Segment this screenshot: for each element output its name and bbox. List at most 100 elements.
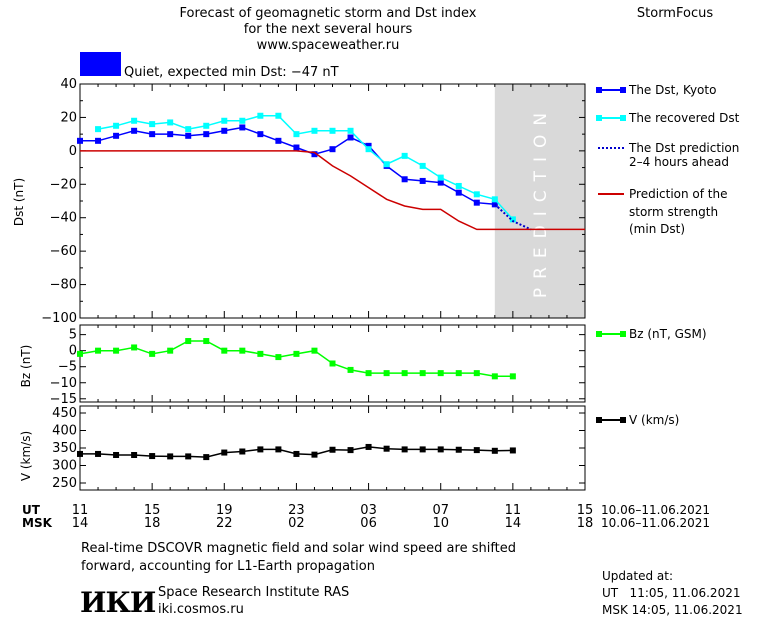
data-point-bz-nt-gsm [185,338,192,345]
data-point-bz-nt-gsm [437,370,444,377]
speed-panel: 450 400 350 300 250 [52,405,586,491]
data-point-the-recovered-dst [509,216,516,223]
bz-y-tick-label: −15 [50,392,77,407]
data-point-the-recovered-dst [437,174,444,181]
msk-tick-label: 14 [505,516,522,531]
legend-recovered-label: The recovered Dst [628,111,740,125]
bz-y-tick-label: 5 [69,328,77,343]
legend-strength-label-1: Prediction of the [629,187,728,201]
data-point-v-km-s [401,446,408,453]
data-point-the-dst-kyoto [473,199,480,206]
data-point-the-dst-kyoto [203,131,210,138]
data-point-bz-nt-gsm [329,360,336,367]
data-point-the-recovered-dst [275,112,282,119]
updated-label: Updated at: [602,569,673,583]
data-point-v-km-s [437,446,444,453]
legend-dst-kyoto-label: The Dst, Kyoto [628,83,716,97]
updated-msk: MSK 14:05, 11.06.2021 [602,603,743,617]
date-range-ut: 10.06–11.06.2021 [601,503,710,517]
data-point-the-recovered-dst [365,146,372,153]
data-point-v-km-s [149,453,156,460]
msk-tick-label: 02 [288,516,305,531]
data-point-the-dst-kyoto [95,137,102,144]
dst-y-tick-label: −40 [50,211,77,226]
date-range-msk: 10.06–11.06.2021 [601,516,710,530]
data-point-the-recovered-dst [221,117,228,124]
data-point-the-dst-kyoto [419,177,426,184]
data-point-v-km-s [473,447,480,454]
iki-logo: ИКИ [80,586,156,619]
msk-tick-label: 06 [360,516,377,531]
data-point-the-dst-kyoto [437,179,444,186]
data-point-bz-nt-gsm [509,373,516,380]
data-point-the-recovered-dst [167,119,174,126]
data-point-bz-nt-gsm [257,350,264,357]
msk-axis-label: MSK [22,516,53,530]
dst-y-tick-label: −80 [50,278,77,293]
data-point-v-km-s [95,450,102,457]
ut-tick-label: 11 [72,503,89,518]
dst-y-tick-label: 40 [60,77,77,92]
data-point-the-dst-kyoto [311,151,318,158]
legend-bz: Bz (nT, GSM) [596,327,707,341]
data-point-bz-nt-gsm [113,347,120,354]
data-point-v-km-s [257,446,264,453]
data-point-v-km-s [293,450,300,457]
data-point-the-dst-kyoto [347,134,354,141]
data-point-v-km-s [311,451,318,458]
msk-tick-label: 18 [144,516,161,531]
data-point-the-recovered-dst [131,117,138,124]
data-point-v-km-s [239,448,246,455]
legend-speed-label: V (km/s) [629,413,679,427]
updated-ut: UT 11:05, 11.06.2021 [602,586,740,600]
data-point-the-dst-kyoto [365,142,372,149]
series-line-the-recovered-dst [97,115,514,220]
data-point-v-km-s [329,446,336,453]
data-point-the-recovered-dst [203,122,210,129]
legend-speed: V (km/s) [596,413,679,427]
legend-strength-label-2: storm strength [629,205,718,219]
data-point-the-dst-kyoto [257,131,264,138]
data-point-the-dst-kyoto [149,131,156,138]
status-label: Quiet, expected min Dst: −47 nT [124,65,339,80]
data-point-the-dst-kyoto [167,131,174,138]
speed-y-tick-label: 250 [52,476,77,491]
data-point-v-km-s [113,452,120,458]
data-point-bz-nt-gsm [491,373,498,380]
data-point-the-recovered-dst [455,182,462,189]
data-point-v-km-s [77,450,83,457]
series-line-bz-nt-gsm [79,340,513,378]
legend-prediction: The Dst prediction 2–4 hours ahead [598,141,739,169]
data-point-the-recovered-dst [293,131,300,138]
data-point-bz-nt-gsm [293,350,300,357]
status-color-swatch [80,52,121,76]
ut-tick-label: 19 [216,503,233,518]
data-point-bz-nt-gsm [95,347,102,354]
data-point-v-km-s [509,447,516,454]
dst-y-tick-label: −60 [50,244,77,259]
data-point-v-km-s [275,446,282,453]
prediction-label: PREDICTION [531,104,551,298]
data-point-bz-nt-gsm [275,354,282,361]
data-point-the-recovered-dst [329,127,336,134]
data-point-the-recovered-dst [257,112,264,119]
data-point-the-dst-kyoto [131,127,138,134]
data-point-bz-nt-gsm [311,347,318,354]
data-point-v-km-s [221,449,228,456]
data-point-v-km-s [491,447,498,454]
data-point-the-recovered-dst [149,121,156,128]
data-point-v-km-s [185,453,192,460]
data-point-bz-nt-gsm [455,370,462,377]
legend-recovered: The recovered Dst [596,111,740,125]
data-point-the-dst-kyoto [293,144,300,151]
ut-tick-label: 15 [144,503,161,518]
data-point-the-recovered-dst [473,191,480,198]
data-point-the-recovered-dst [491,196,498,203]
ut-tick-label: 11 [505,503,522,518]
dst-y-tick-label: −20 [50,177,77,192]
data-point-bz-nt-gsm [419,370,426,377]
data-point-bz-nt-gsm [365,370,372,377]
data-point-the-recovered-dst [185,126,192,133]
data-point-bz-nt-gsm [77,350,83,357]
prediction-window [494,84,585,318]
